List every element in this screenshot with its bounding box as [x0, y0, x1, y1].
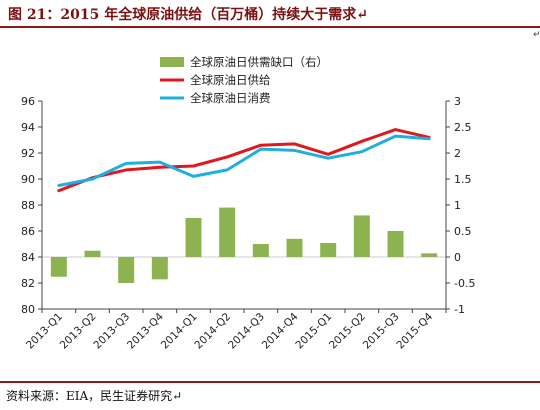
bar-gap	[252, 244, 269, 257]
left-tick-label: 80	[21, 303, 35, 316]
supply-line	[57, 128, 431, 193]
bar-gap	[320, 242, 337, 257]
bar-gap	[387, 231, 404, 257]
bar-gap	[151, 257, 168, 280]
left-tick-label: 92	[21, 147, 35, 160]
consumption-line	[57, 134, 431, 187]
bar-gap	[118, 257, 135, 283]
left-tick-label: 96	[21, 95, 35, 108]
right-tick-label: -1	[454, 303, 465, 316]
source-divider	[0, 381, 540, 383]
left-tick-label: 94	[21, 121, 35, 134]
chart-title: 图 21：2015 年全球原油供给（百万桶）持续大于需求↵	[8, 7, 368, 23]
bar-gap	[84, 250, 101, 257]
legend-swatch-bar	[160, 57, 184, 67]
x-tick-label: 2015-Q4	[394, 310, 435, 351]
line-series	[57, 128, 431, 193]
legend-label-consumption: 全球原油日消费	[190, 91, 271, 105]
bar-gap	[421, 253, 438, 257]
source-note: 资料来源：EIA，民生证券研究↵	[6, 389, 183, 403]
right-tick-label: -0.5	[454, 277, 475, 290]
legend-label-gap: 全球原油日供需缺口（右）	[190, 55, 328, 69]
right-tick-label: 2.5	[454, 121, 472, 134]
right-tick-label: 1.5	[454, 173, 472, 186]
right-tick-label: 0.5	[454, 225, 472, 238]
bar-gap	[353, 215, 370, 257]
right-tick-label: 3	[454, 95, 461, 108]
title-divider	[0, 26, 540, 28]
right-tick-label: 1	[454, 199, 461, 212]
left-tick-label: 90	[21, 173, 35, 186]
right-tick-label: 0	[454, 251, 461, 264]
right-tick-label: 2	[454, 147, 461, 160]
chart: 80 82 84 86 88 90 92 94 96 -1 -0.5 0 0.5 1 1.5 2 2.5 3 201…	[21, 55, 475, 352]
left-tick-label: 82	[21, 277, 35, 290]
bar-gap	[219, 207, 236, 257]
bar-gap	[185, 218, 202, 257]
left-tick-label: 86	[21, 225, 35, 238]
paragraph-mark: ↵	[533, 30, 540, 40]
bar-series	[50, 207, 438, 283]
left-tick-label: 84	[21, 251, 35, 264]
legend-label-supply: 全球原油日供给	[190, 73, 271, 87]
bar-gap	[50, 257, 67, 277]
left-tick-label: 88	[21, 199, 35, 212]
bar-gap	[286, 238, 303, 257]
